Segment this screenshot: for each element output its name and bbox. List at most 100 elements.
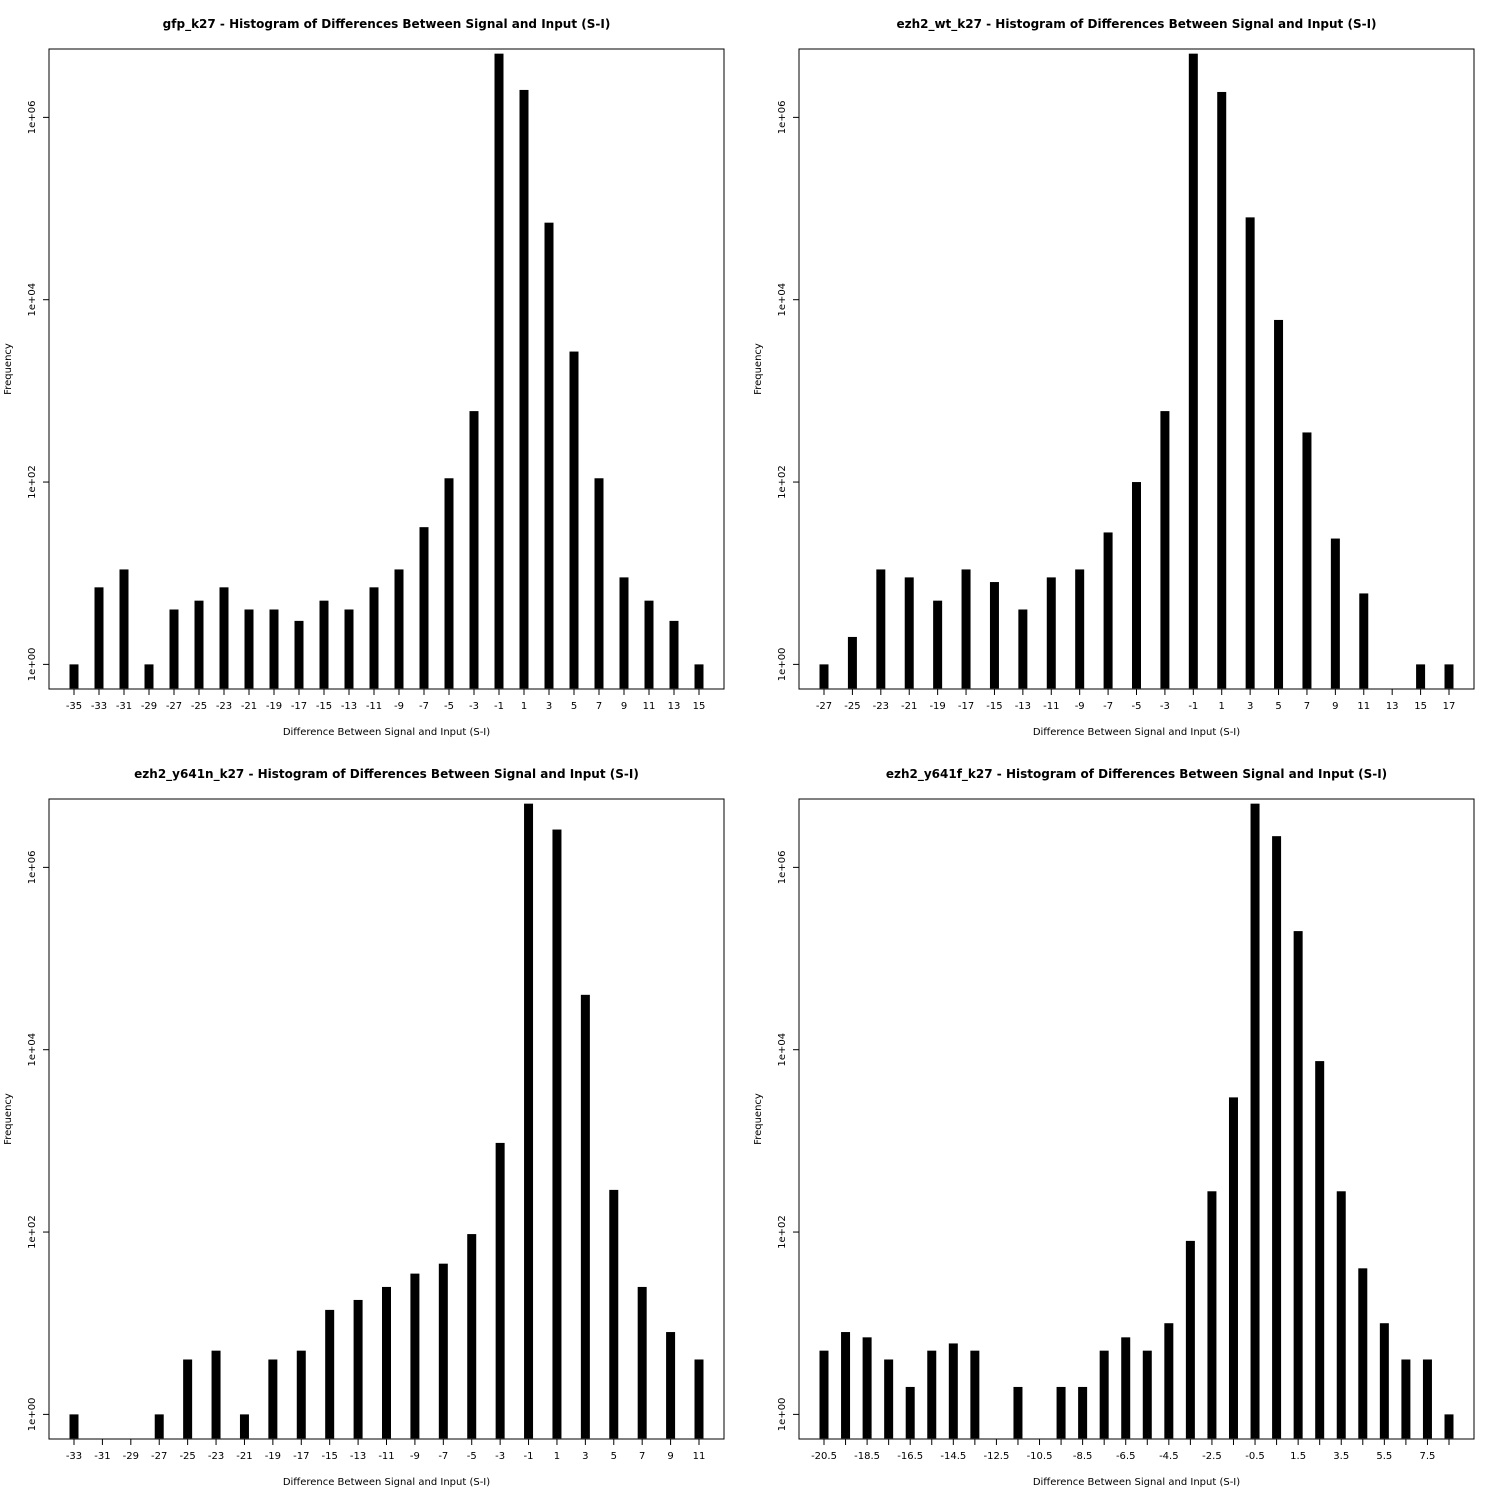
x-tick-label: -21 [236,1451,252,1462]
x-tick-label: 13 [668,701,681,712]
bar-7 [1302,432,1312,689]
bar-9 [619,577,629,689]
bar--7 [438,1263,448,1439]
x-tick-label: 7 [639,1451,645,1462]
x-tick-label: -7 [438,1451,448,1462]
bar--13.5 [970,1350,980,1439]
x-tick-label: -21 [901,701,917,712]
x-axis-label: Difference Between Signal and Input (S-I… [1033,1477,1240,1488]
bar--25 [194,600,204,689]
x-tick-label: -25 [191,701,207,712]
x-tick-label: -35 [66,701,82,712]
x-tick-label: 5 [571,701,577,712]
x-tick-label: -13 [350,1451,366,1462]
bar--6.5 [1121,1337,1131,1439]
bar--19 [268,1359,278,1439]
x-tick-label: -18.5 [854,1451,880,1462]
x-tick-label: 9 [621,701,627,712]
bar-17 [1444,664,1454,689]
x-tick-label: 3 [546,701,552,712]
bar--25 [847,636,857,689]
bar--14.5 [948,1343,958,1439]
bar--31 [119,569,129,689]
bar--35 [69,664,79,689]
x-tick-label: 15 [693,701,706,712]
bar--23 [876,569,886,689]
bar--8.5 [1078,1386,1088,1439]
bar--15 [989,582,999,689]
bar--2.5 [1207,1191,1217,1439]
x-tick-label: -1 [494,701,504,712]
y-axis-label: Frequency [753,343,764,395]
x-tick-label: 11 [693,1451,706,1462]
x-tick-label: -3 [469,701,479,712]
x-tick-label: -23 [873,701,889,712]
bar--17 [296,1350,306,1439]
x-tick-label: -17 [291,701,307,712]
x-tick-label: -9 [394,701,404,712]
bar--7 [1103,532,1113,689]
x-axis-label: Difference Between Signal and Input (S-I… [283,1477,490,1488]
bar--25 [183,1359,193,1439]
x-tick-label: -10.5 [1027,1451,1053,1462]
x-axis-label: Difference Between Signal and Input (S-I… [1033,727,1240,738]
bar-7.5 [1422,1359,1432,1439]
x-tick-label: -0.5 [1245,1451,1265,1462]
x-tick-label: -14.5 [940,1451,966,1462]
y-axis-label: Frequency [3,1093,14,1145]
y-tick-label: 1e+06 [777,851,788,885]
x-tick-label: -11 [378,1451,394,1462]
bar--29 [144,664,154,689]
x-tick-label: 1 [521,701,527,712]
bar--23 [211,1350,221,1439]
bar-4.5 [1358,1268,1368,1439]
bar--9 [410,1273,420,1439]
bar--5 [1132,482,1141,689]
x-tick-label: -11 [366,701,382,712]
bar--7.5 [1099,1350,1109,1439]
bar--5 [467,1234,477,1439]
chart-svg-ezh2-y641n-k27: ezh2_y641n_k27 - Histogram of Difference… [3,767,725,1488]
y-tick-label: 1e+02 [777,1215,788,1249]
chart-panel-ezh2-y641f-k27: ezh2_y641f_k27 - Histogram of Difference… [750,750,1500,1500]
x-tick-label: -33 [91,701,107,712]
bar-3 [544,222,554,689]
y-tick-label: 1e+06 [27,851,38,885]
x-tick-label: -21 [241,701,257,712]
x-tick-label: 11 [1357,701,1370,712]
x-tick-label: -29 [141,701,157,712]
x-tick-label: 7.5 [1419,1451,1435,1462]
x-tick-label: -25 [179,1451,195,1462]
x-tick-label: -33 [66,1451,82,1462]
x-tick-label: -13 [1015,701,1031,712]
bar--11 [382,1286,391,1439]
bar--13 [344,609,354,689]
bar-7 [637,1286,647,1439]
y-tick-label: 1e+00 [27,1398,38,1432]
bar--9.5 [1056,1386,1066,1439]
x-tick-label: -23 [216,701,232,712]
chart-title: ezh2_y641f_k27 - Histogram of Difference… [886,767,1387,782]
bar--33 [94,587,104,689]
bar--16.5 [905,1386,915,1439]
bar--3.5 [1185,1240,1195,1439]
bar-15 [1416,664,1426,689]
y-tick-label: 1e+02 [27,465,38,499]
bar-8.5 [1444,1414,1454,1439]
x-tick-label: -9 [1075,701,1085,712]
x-tick-label: -20.5 [811,1451,837,1462]
x-tick-label: 5 [611,1451,617,1462]
bar-1 [519,89,529,689]
bar-6.5 [1401,1359,1411,1439]
x-tick-label: 1.5 [1290,1451,1306,1462]
x-tick-label: -19 [929,701,945,712]
x-tick-label: -3 [495,1451,505,1462]
x-tick-label: -9 [410,1451,420,1462]
x-tick-label: -15 [986,701,1002,712]
bar-11 [644,600,654,689]
bar--21 [244,609,254,689]
y-tick-label: 1e+02 [777,465,788,499]
bar--11.5 [1013,1386,1023,1439]
y-tick-label: 1e+04 [27,283,38,317]
x-tick-label: 1 [554,1451,560,1462]
